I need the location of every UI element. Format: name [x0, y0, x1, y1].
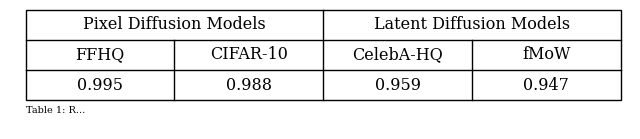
- Text: 0.959: 0.959: [374, 77, 420, 94]
- Text: CelebA-HQ: CelebA-HQ: [352, 46, 443, 63]
- Text: FFHQ: FFHQ: [76, 46, 125, 63]
- Text: 0.988: 0.988: [226, 77, 272, 94]
- Text: 0.995: 0.995: [77, 77, 123, 94]
- Text: Latent Diffusion Models: Latent Diffusion Models: [374, 16, 570, 33]
- Text: fMoW: fMoW: [522, 46, 571, 63]
- Text: Pixel Diffusion Models: Pixel Diffusion Models: [83, 16, 266, 33]
- Text: 0.947: 0.947: [524, 77, 570, 94]
- Bar: [26, 10, 621, 100]
- Text: CIFAR-10: CIFAR-10: [210, 46, 288, 63]
- Text: Table 1: R...: Table 1: R...: [26, 106, 85, 115]
